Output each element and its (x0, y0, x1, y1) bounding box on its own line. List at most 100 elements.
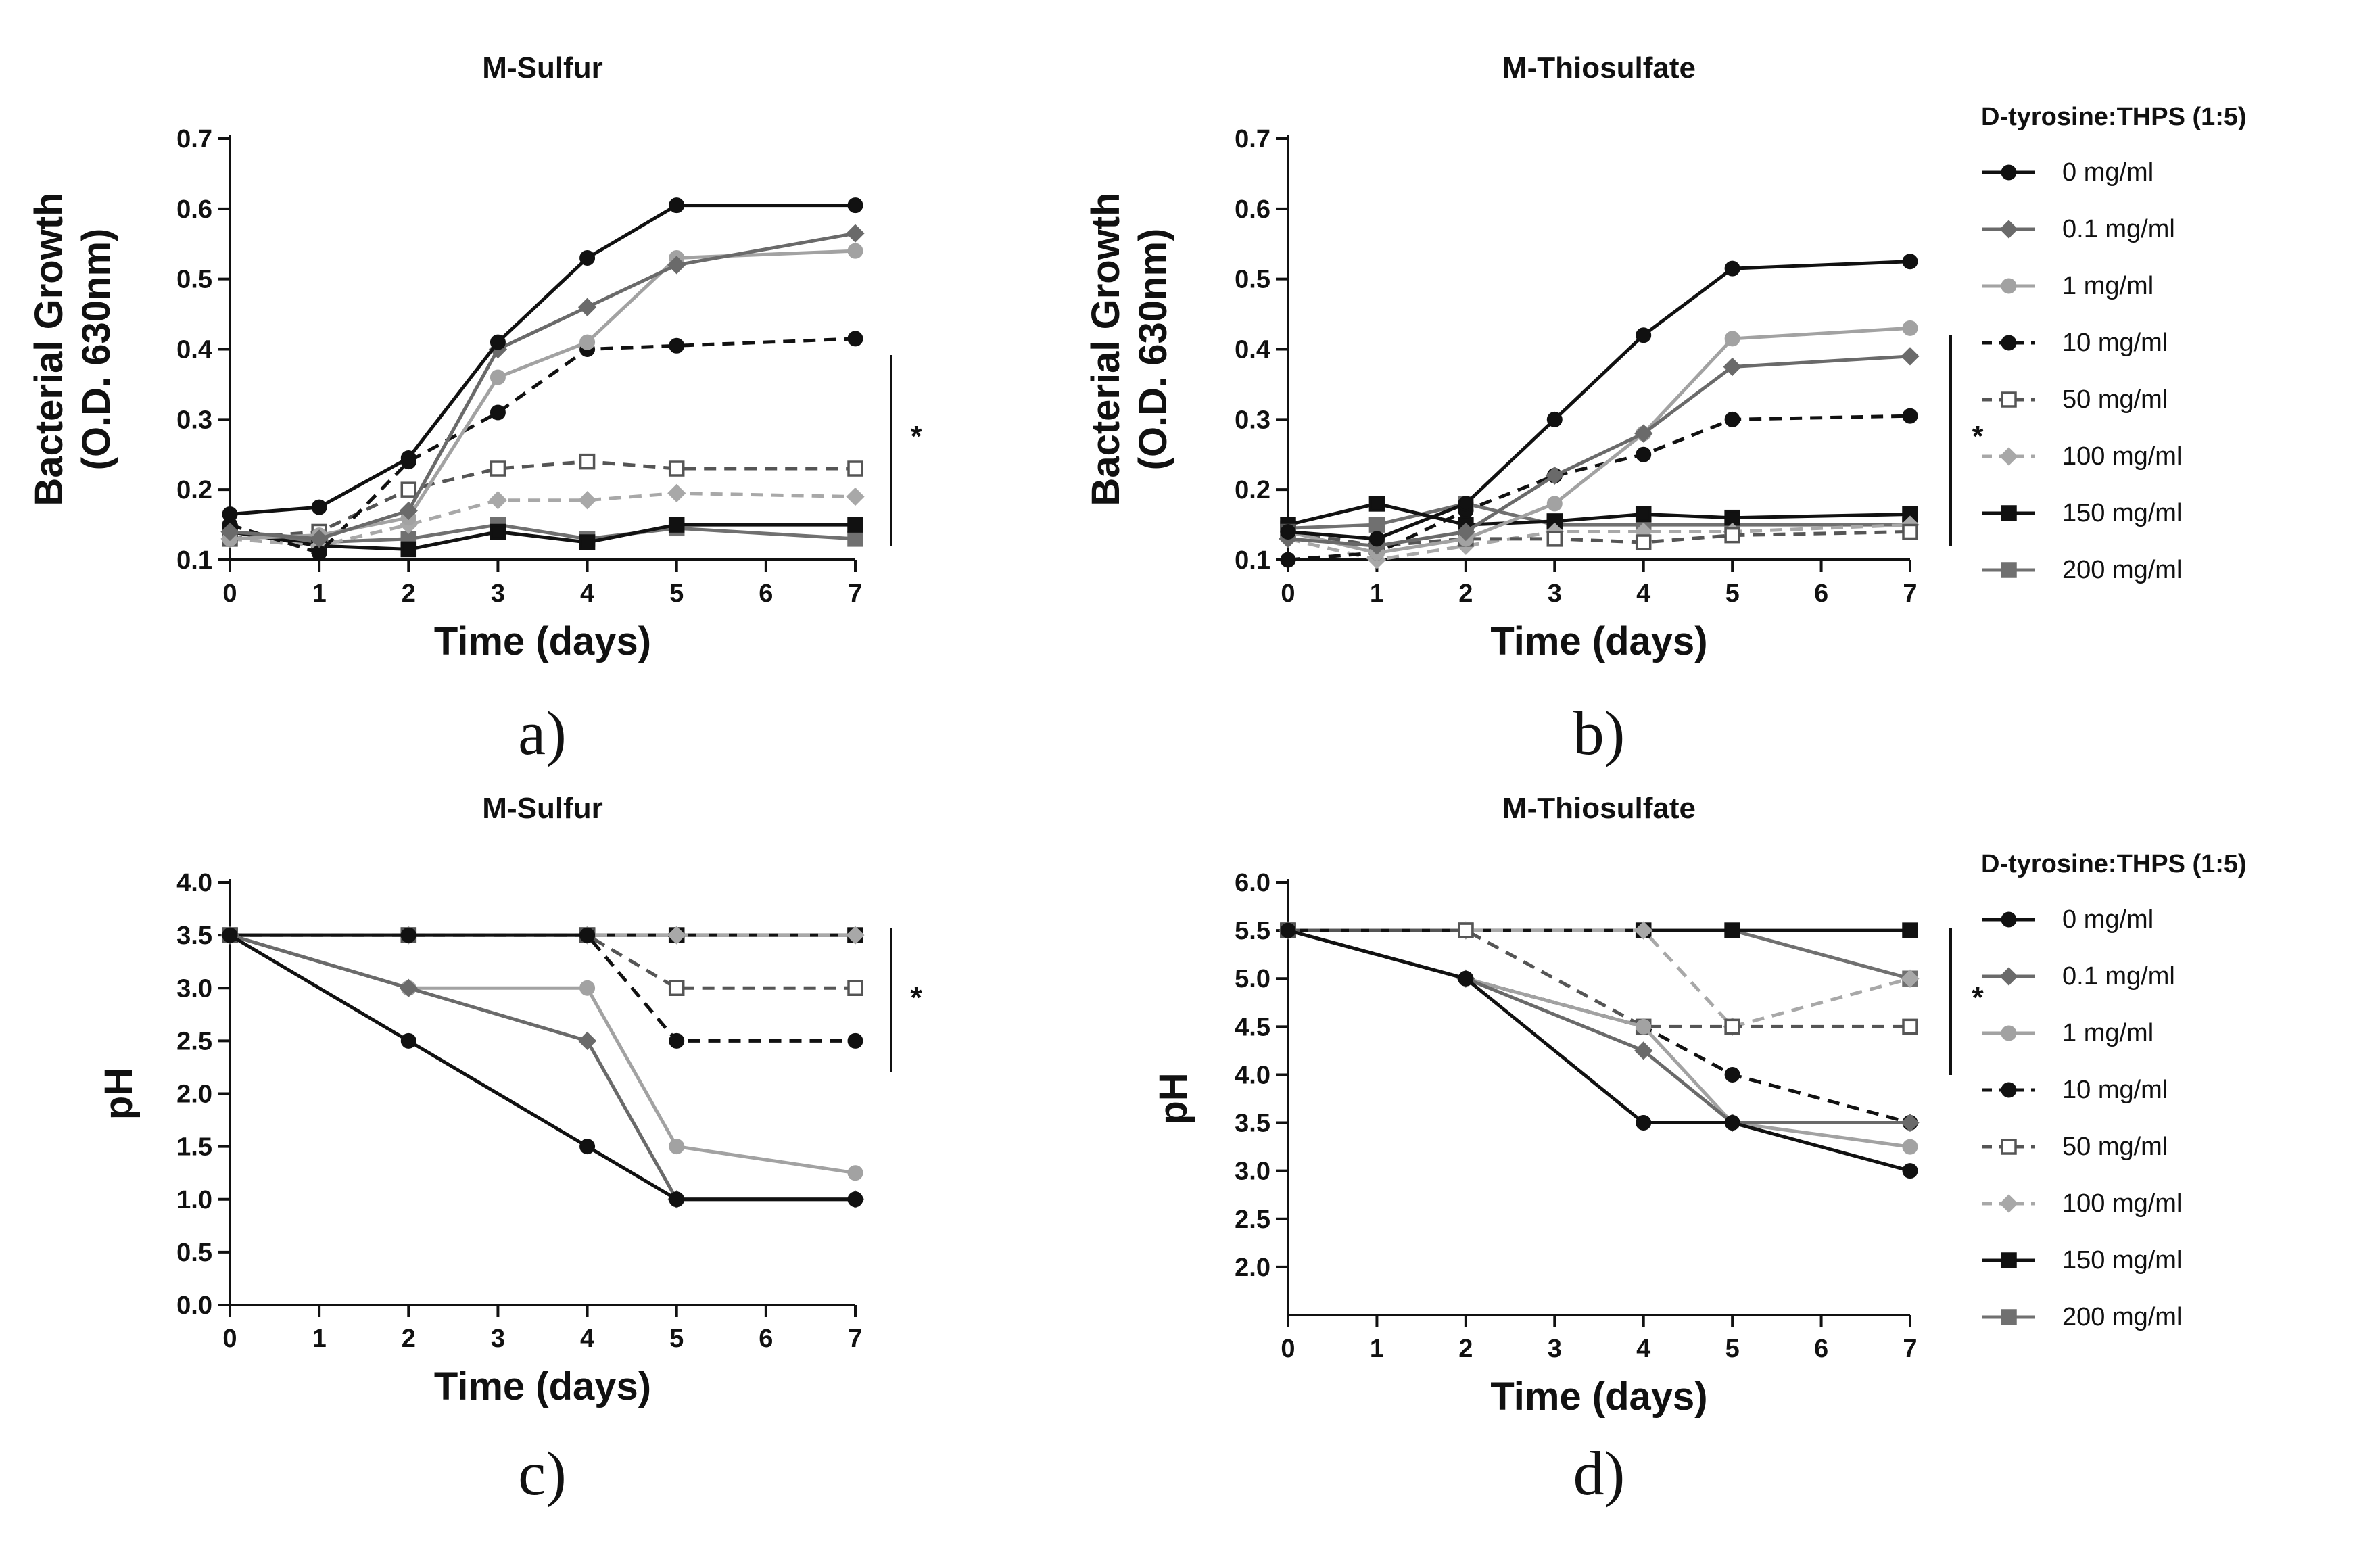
data-point (490, 404, 506, 421)
data-point (1280, 922, 1296, 938)
legend-marker (2001, 1252, 2017, 1268)
data-point (222, 927, 238, 943)
y-tick-label: 0.7 (176, 125, 212, 153)
legend-entry-label: 0.1 mg/ml (2062, 962, 2175, 991)
x-tick-label: 0 (1281, 579, 1295, 608)
series-line (230, 933, 855, 1043)
x-axis-label: Time (days) (1490, 1375, 1707, 1419)
legend-marker (2001, 1082, 2017, 1098)
data-point (1368, 496, 1385, 512)
y-axis-label-line: pH (97, 1068, 141, 1120)
data-point (1636, 1115, 1652, 1131)
data-point (847, 243, 863, 259)
data-point (222, 506, 238, 523)
legend-title: D-tyrosine:THPS (1:5) (1981, 103, 2247, 131)
x-tick-label: 5 (1726, 1335, 1740, 1363)
data-point (1546, 496, 1563, 512)
y-tick-label: 0.6 (1235, 195, 1270, 224)
data-point (1636, 446, 1652, 462)
y-tick-label: 0.2 (1235, 476, 1270, 504)
data-point (668, 460, 685, 477)
legend-marker (2001, 1139, 2017, 1155)
y-tick-label: 0.5 (1235, 266, 1270, 294)
data-point (1902, 408, 1918, 424)
data-point (847, 980, 863, 996)
data-point (1901, 1113, 1920, 1133)
x-tick-label: 3 (491, 579, 505, 608)
x-axis-label: Time (days) (434, 1364, 651, 1408)
data-point (669, 1139, 685, 1155)
x-tick-label: 2 (402, 1325, 416, 1353)
data-point (1724, 1018, 1740, 1035)
y-tick-label: 0.4 (176, 336, 212, 364)
series-0-mg-ml (1280, 254, 1918, 547)
x-tick-label: 6 (1814, 1335, 1828, 1363)
data-point (1902, 254, 1918, 270)
x-tick-label: 1 (312, 579, 327, 608)
y-tick-label: 0.5 (176, 1239, 212, 1267)
data-point (847, 331, 863, 347)
data-point (1724, 260, 1740, 277)
data-point (1724, 922, 1740, 938)
data-point (1724, 509, 1740, 526)
y-axis-label: pH (1151, 1072, 1195, 1124)
series-0-mg-ml (222, 197, 863, 523)
data-point (846, 926, 865, 945)
x-tick-label: 5 (669, 1325, 684, 1353)
x-tick-label: 0 (222, 579, 237, 608)
data-point (669, 337, 685, 354)
x-tick-label: 6 (759, 1325, 773, 1353)
data-point (1456, 522, 1475, 542)
series-line (1288, 928, 1911, 1028)
data-point (400, 450, 416, 466)
data-point (1901, 347, 1920, 366)
data-point (579, 334, 596, 350)
x-tick-label: 7 (848, 1325, 862, 1353)
data-point (669, 1191, 685, 1208)
legend-marker (2001, 1309, 2017, 1325)
data-point (669, 197, 685, 214)
legend-top: D-tyrosine:THPS (1:5) 0 mg/ml 0.1 mg/ml 1 m… (1981, 103, 2247, 584)
data-point (220, 522, 239, 542)
y-tick-label: 1.5 (176, 1133, 212, 1162)
y-axis-label-line: pH (1151, 1072, 1195, 1124)
chart-panel-b: M-Thiosulfate 0.1 0.2 0.3 0.4 0.5 0.6 0.7 0 1 2 3 4 5… (1084, 51, 1984, 767)
legend-entry-label: 50 mg/ml (2062, 385, 2168, 414)
data-point (400, 541, 417, 558)
x-axis-label: Time (days) (434, 619, 651, 663)
data-point (1902, 523, 1918, 540)
panel-label: a) (518, 698, 566, 767)
data-point (668, 980, 685, 996)
legend-entry-label: 0 mg/ml (2062, 905, 2153, 934)
legend-title: D-tyrosine:THPS (1:5) (1981, 850, 2247, 878)
data-point (399, 978, 418, 997)
y-tick-label: 0.5 (176, 266, 212, 294)
series-line (229, 231, 856, 541)
legend-entry-label: 0.1 mg/ml (2062, 215, 2175, 243)
data-point (400, 1032, 416, 1049)
data-point (847, 197, 863, 214)
data-point (579, 453, 596, 470)
y-axis-label: pH (97, 1068, 141, 1120)
data-point (1635, 534, 1652, 550)
data-point (1902, 922, 1918, 938)
y-axis-label-line: Bacterial Growth (27, 192, 71, 506)
x-tick-label: 4 (580, 1325, 594, 1353)
data-point (847, 1191, 863, 1208)
data-point (1634, 1041, 1653, 1060)
series-0-mg-ml (1280, 922, 1918, 1179)
x-tick-label: 7 (1903, 1335, 1917, 1363)
data-point (1634, 424, 1653, 443)
series-1-mg-ml (222, 927, 863, 1181)
legend-marker (2001, 335, 2017, 351)
y-tick-label: 2.0 (176, 1080, 212, 1109)
legend-marker (2001, 278, 2017, 294)
significance-star: * (1972, 420, 1984, 453)
data-point (1724, 411, 1740, 427)
data-point (400, 481, 417, 498)
y-tick-label: 0.7 (1235, 125, 1270, 153)
legend-marker (2001, 164, 2017, 181)
legend-entry-label: 150 mg/ml (2062, 499, 2182, 527)
legend-entry-label: 1 mg/ml (2062, 1019, 2153, 1047)
